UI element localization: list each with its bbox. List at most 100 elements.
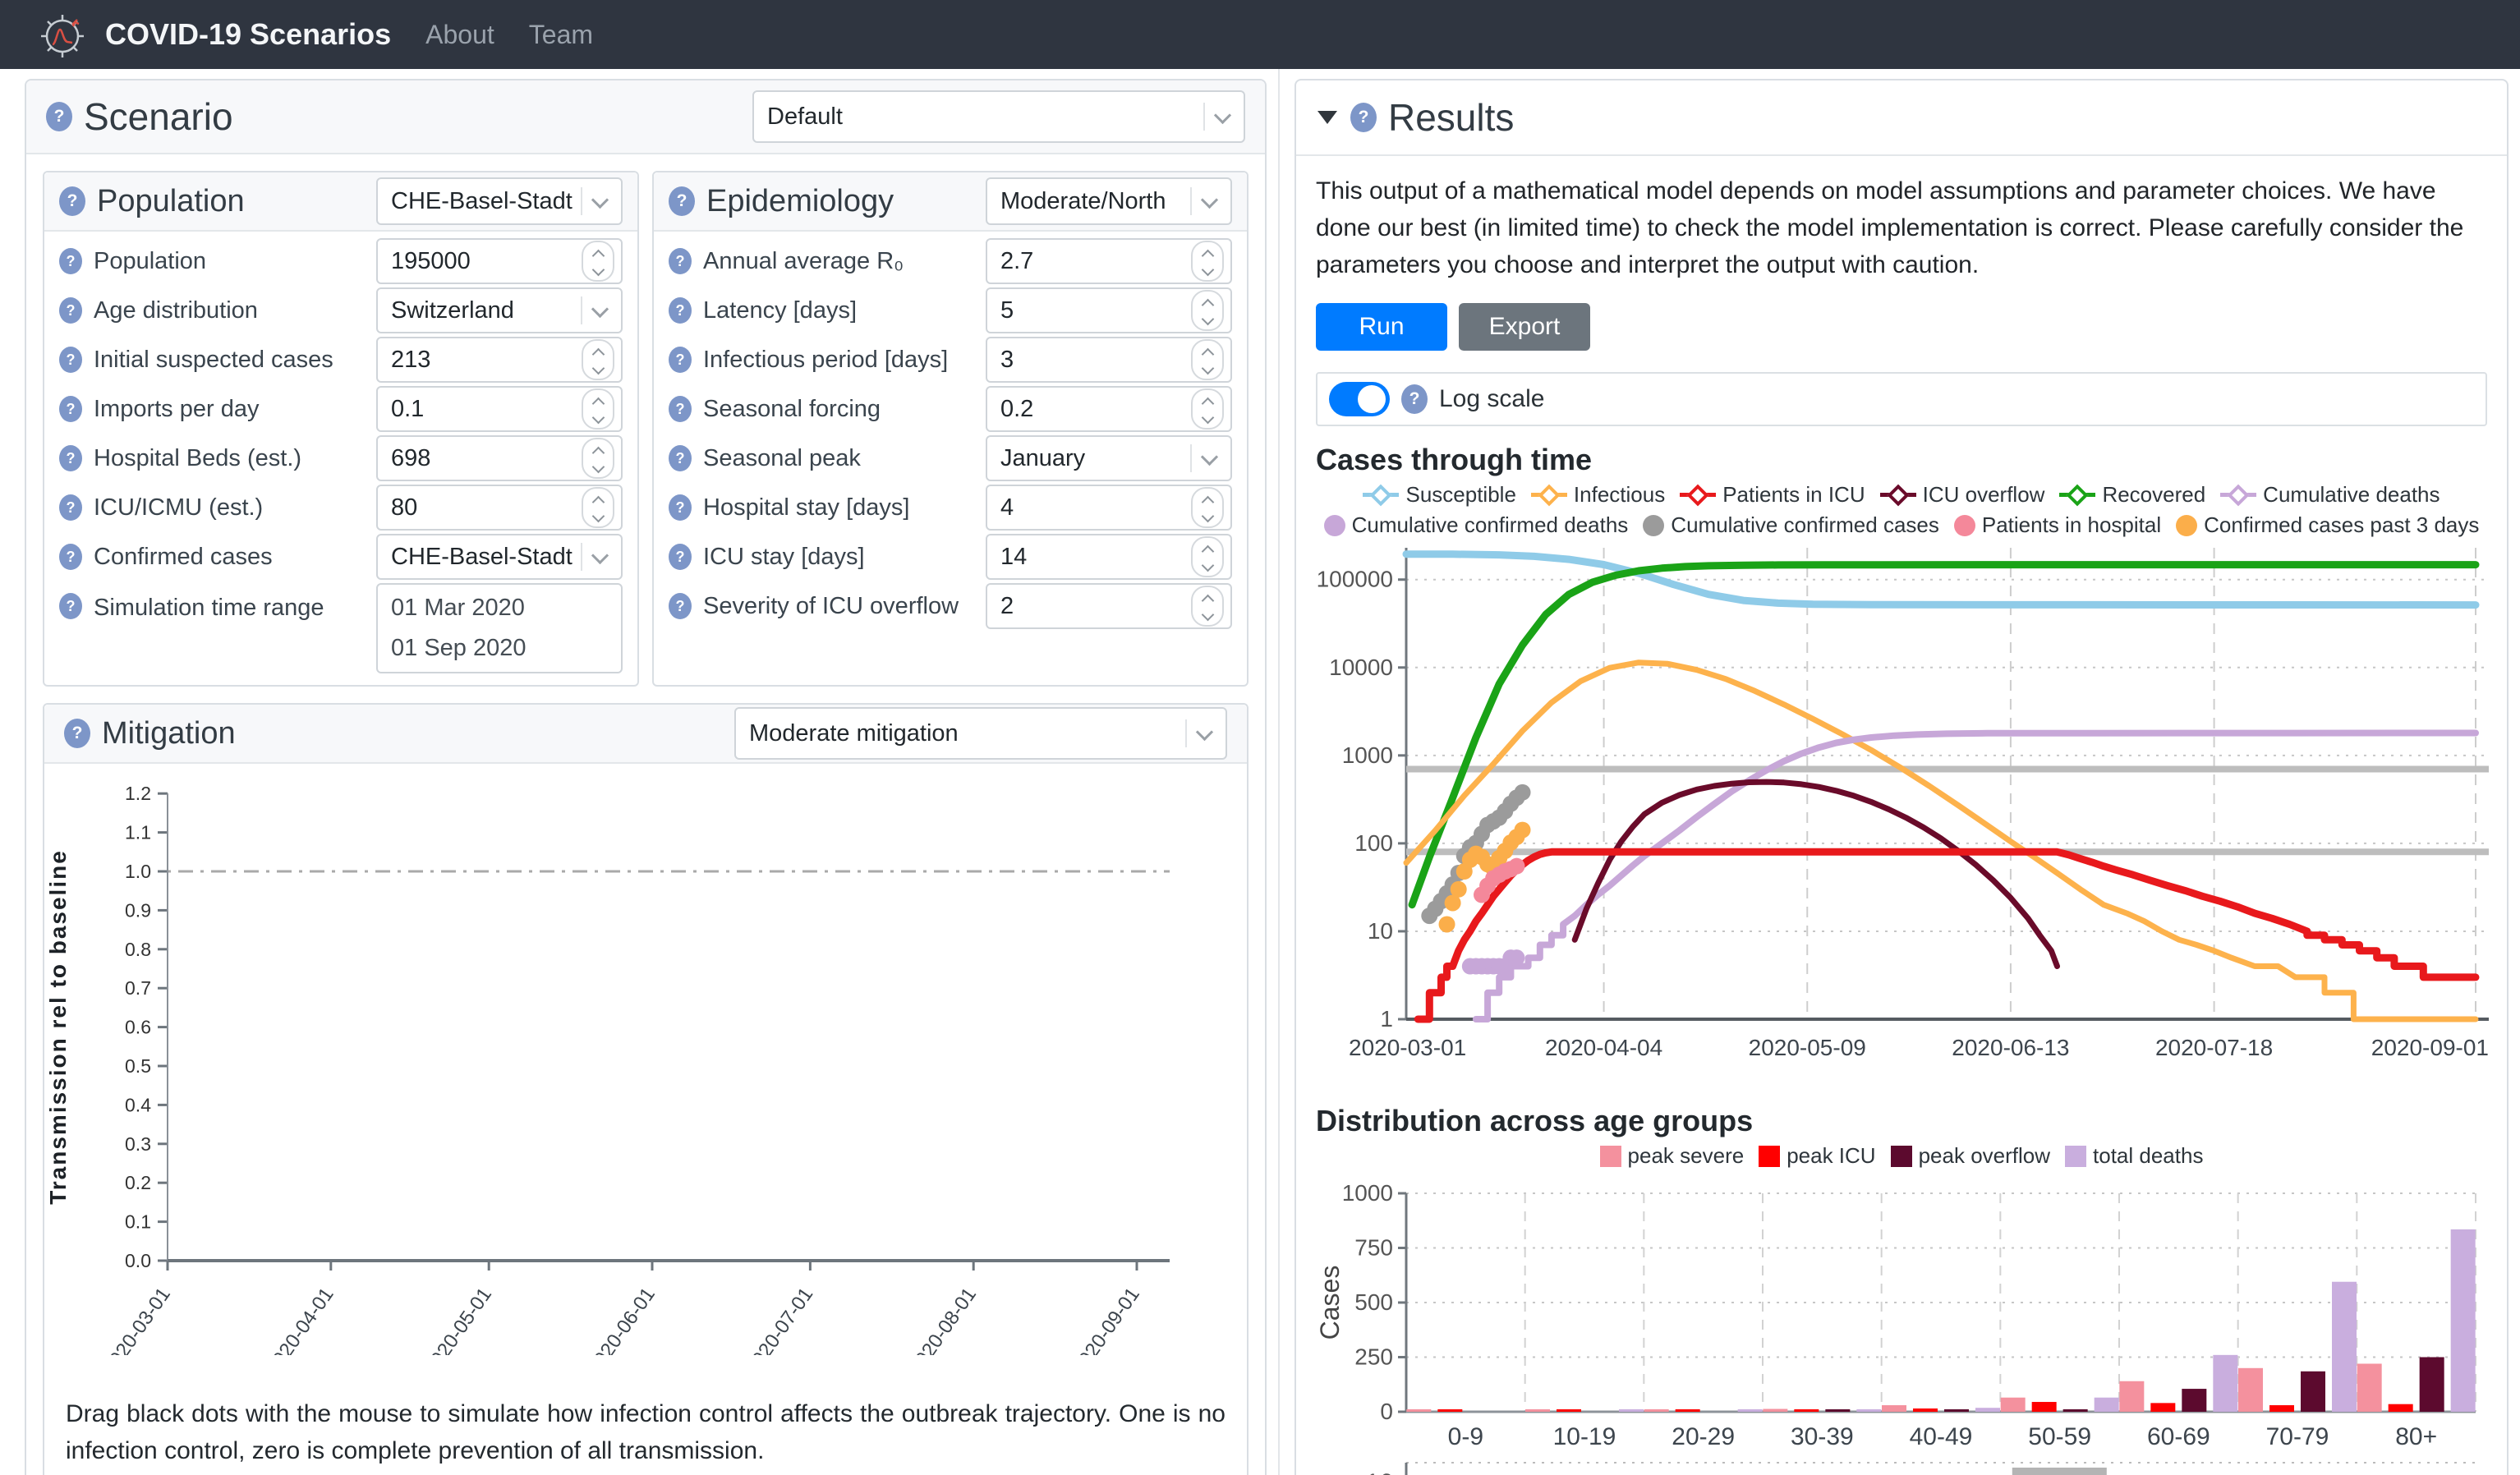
legend-item[interactable]: Patients in hospital — [1954, 512, 2161, 538]
legend-item[interactable]: Cumulative confirmed cases — [1643, 512, 1939, 538]
confirmed-cases-select[interactable]: CHE-Basel-Stadt — [376, 534, 623, 580]
legend-item[interactable]: peak severe — [1600, 1143, 1745, 1169]
partial-chart-bar — [2012, 1468, 2107, 1475]
severity-of-icu-overflow-input[interactable]: 2 — [986, 583, 1232, 629]
scatter-confirmed-cases-past-3-days — [1451, 881, 1467, 898]
stepper-icon[interactable] — [1191, 536, 1224, 577]
scenario-preset-select[interactable]: Default — [752, 90, 1245, 143]
help-icon[interactable]: ? — [59, 396, 82, 422]
help-icon[interactable]: ? — [669, 593, 692, 619]
legend-item[interactable]: Susceptible — [1363, 482, 1515, 508]
population-input[interactable]: 195000 — [376, 238, 623, 284]
initial-suspected-cases-input[interactable]: 213 — [376, 337, 623, 383]
hospital-beds-est-input[interactable]: 698 — [376, 435, 623, 481]
log-scale-label: Log scale — [1439, 385, 1544, 413]
nav-link-team[interactable]: Team — [529, 20, 593, 50]
export-button[interactable]: Export — [1459, 303, 1590, 351]
icu-stay-days-input[interactable]: 14 — [986, 534, 1232, 580]
icu-icmu-est-input[interactable]: 80 — [376, 485, 623, 531]
legend-item[interactable]: Patients in ICU — [1680, 482, 1865, 508]
help-icon[interactable]: ? — [59, 186, 85, 216]
population-preset-select[interactable]: CHE-Basel-Stadt — [376, 177, 623, 225]
epidemiology-preset-select[interactable]: Moderate/North — [986, 177, 1232, 225]
stepper-icon[interactable] — [582, 487, 614, 528]
age-distribution-select[interactable]: Switzerland — [376, 287, 623, 333]
help-icon[interactable]: ? — [1350, 103, 1377, 132]
legend-marker-icon — [1759, 1146, 1780, 1167]
help-icon[interactable]: ? — [59, 593, 82, 619]
svg-text:0: 0 — [1380, 1399, 1393, 1424]
svg-text:50-59: 50-59 — [2028, 1423, 2091, 1450]
stepper-icon[interactable] — [1191, 241, 1224, 282]
help-icon[interactable]: ? — [669, 544, 692, 570]
latency-days-input[interactable]: 5 — [986, 287, 1232, 333]
scatter-patients-in-hospital — [1508, 858, 1524, 875]
legend-label: peak overflow — [1919, 1143, 2050, 1169]
help-icon[interactable]: ? — [59, 544, 82, 570]
simulation-time-range-field[interactable]: 01 Mar 2020 01 Sep 2020 — [376, 583, 623, 673]
help-icon[interactable]: ? — [669, 248, 692, 274]
help-icon[interactable]: ? — [46, 102, 72, 131]
form-row: ? Seasonal forcing0.2 — [669, 384, 1232, 434]
help-icon[interactable]: ? — [669, 494, 692, 521]
bar-total-deaths-80 — [2451, 1229, 2476, 1412]
stepper-icon[interactable] — [582, 438, 614, 479]
field-label: Seasonal forcing — [703, 396, 986, 423]
svg-text:1.2: 1.2 — [125, 783, 151, 804]
mitigation-preset-select[interactable]: Moderate mitigation — [734, 707, 1227, 760]
svg-text:2020-03-01: 2020-03-01 — [1349, 1035, 1466, 1060]
legend-item[interactable]: Recovered — [2059, 482, 2205, 508]
infectious-period-days-input[interactable]: 3 — [986, 337, 1232, 383]
help-icon[interactable]: ? — [64, 719, 90, 748]
bar-peak-icu-60-69 — [2150, 1403, 2175, 1412]
imports-per-day-input[interactable]: 0.1 — [376, 386, 623, 432]
stepper-icon[interactable] — [1191, 487, 1224, 528]
legend-item[interactable]: ICU overflow — [1880, 482, 2045, 508]
help-icon[interactable]: ? — [1401, 384, 1428, 414]
stepper-icon[interactable] — [1191, 388, 1224, 430]
legend-item[interactable]: peak ICU — [1759, 1143, 1875, 1169]
hospital-stay-days-input[interactable]: 4 — [986, 485, 1232, 531]
seasonal-peak-select[interactable]: January — [986, 435, 1232, 481]
nav-link-about[interactable]: About — [425, 20, 494, 50]
help-icon[interactable]: ? — [669, 186, 695, 216]
help-icon[interactable]: ? — [669, 396, 692, 422]
date-start[interactable]: 01 Mar 2020 — [378, 595, 621, 622]
stepper-icon[interactable] — [582, 339, 614, 380]
legend-marker-icon — [1531, 493, 1567, 497]
legend-item[interactable]: Cumulative confirmed deaths — [1324, 512, 1629, 538]
help-icon[interactable]: ? — [669, 347, 692, 373]
mitigation-chart[interactable]: 0.00.10.20.30.40.50.60.70.80.91.01.11.22… — [44, 764, 1244, 1355]
select-divider — [581, 296, 582, 324]
seasonal-forcing-input[interactable]: 0.2 — [986, 386, 1232, 432]
form-row: ?Latency [days]5 — [669, 286, 1232, 335]
legend-item[interactable]: Cumulative deaths — [2220, 482, 2440, 508]
form-row: ?Initial suspected cases213 — [59, 335, 623, 384]
run-button[interactable]: Run — [1316, 303, 1447, 351]
stepper-icon[interactable] — [1191, 290, 1224, 331]
legend-item[interactable]: total deaths — [2065, 1143, 2203, 1169]
help-icon[interactable]: ? — [669, 297, 692, 324]
help-icon[interactable]: ? — [669, 445, 692, 471]
annual-average-r-input[interactable]: 2.7 — [986, 238, 1232, 284]
date-end[interactable]: 01 Sep 2020 — [378, 635, 621, 662]
svg-text:2020-09-01: 2020-09-01 — [2371, 1035, 2489, 1060]
stepper-icon[interactable] — [1191, 339, 1224, 380]
log-scale-toggle[interactable] — [1329, 382, 1390, 416]
help-icon[interactable]: ? — [59, 248, 82, 274]
help-icon[interactable]: ? — [59, 445, 82, 471]
help-icon[interactable]: ? — [59, 494, 82, 521]
legend-item[interactable]: Infectious — [1531, 482, 1665, 508]
legend-item[interactable]: Confirmed cases past 3 days — [2176, 512, 2479, 538]
stepper-icon[interactable] — [582, 241, 614, 282]
help-icon[interactable]: ? — [59, 297, 82, 324]
legend-marker-icon — [1363, 493, 1399, 497]
svg-text:0.5: 0.5 — [125, 1055, 151, 1077]
svg-text:2020-07-01: 2020-07-01 — [742, 1284, 818, 1355]
stepper-icon[interactable] — [1191, 586, 1224, 627]
help-icon[interactable]: ? — [59, 347, 82, 373]
form-row: ?Simulation time range01 Mar 202001 Sep … — [59, 581, 623, 678]
stepper-icon[interactable] — [582, 388, 614, 430]
collapse-caret-icon[interactable] — [1317, 111, 1337, 124]
legend-item[interactable]: peak overflow — [1891, 1143, 2050, 1169]
